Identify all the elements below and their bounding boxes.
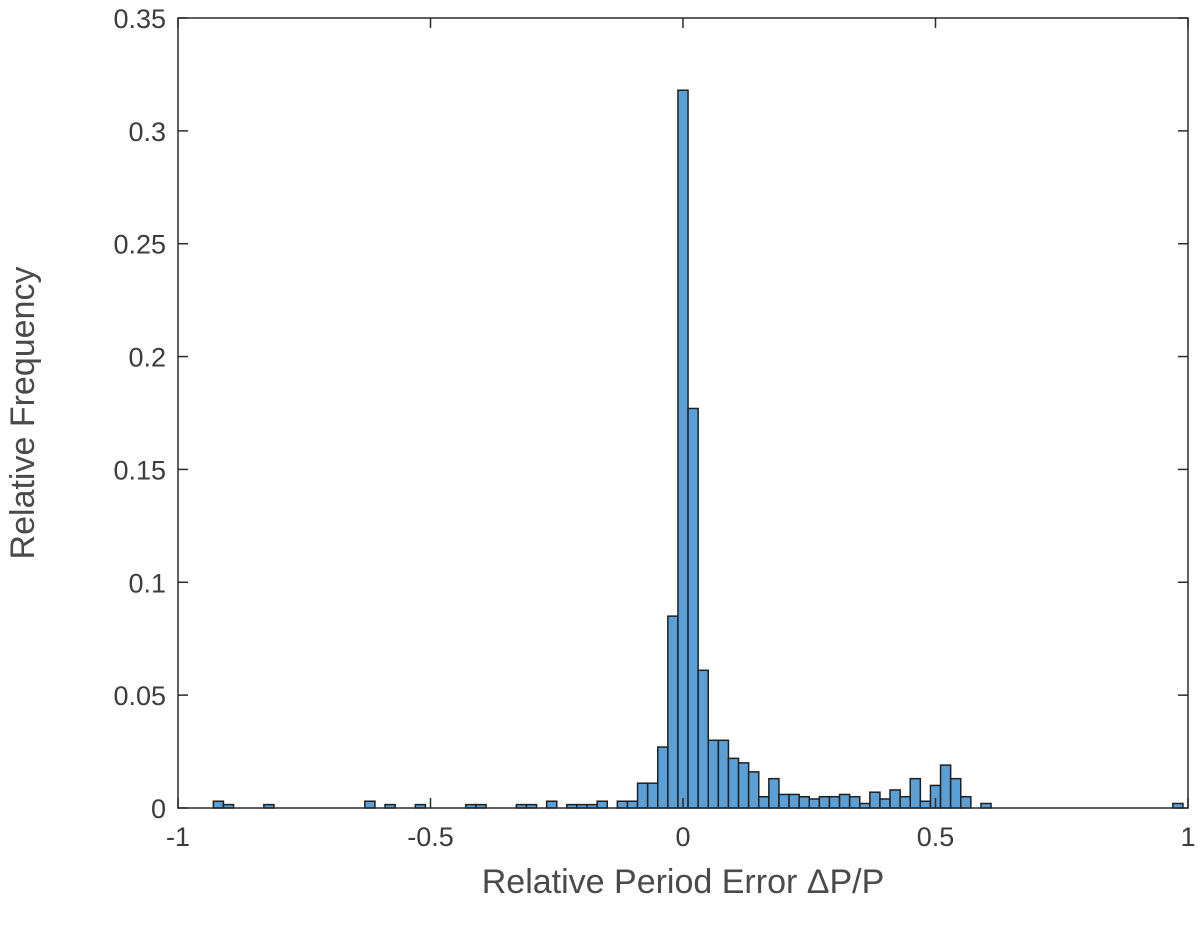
histogram-bar-25 xyxy=(717,739,730,809)
y-tick-label: 0.1 xyxy=(128,568,166,598)
histogram-bar-36 xyxy=(828,795,841,809)
x-axis-label: Relative Period Error ΔP/P xyxy=(482,863,885,901)
y-tick-label: 0.05 xyxy=(113,681,166,711)
histogram-bar-23 xyxy=(697,669,710,809)
x-tick-label: 0 xyxy=(675,822,690,852)
histogram-bar-27 xyxy=(737,762,750,809)
histogram-bar-35 xyxy=(818,795,831,809)
histogram-bar-29 xyxy=(758,795,770,809)
histogram-bar-30 xyxy=(768,777,780,809)
plot-frame xyxy=(177,17,1189,809)
histogram-bar-15 xyxy=(616,800,629,809)
histogram-bar-34 xyxy=(808,798,821,809)
y-axis-label: Relative Frequency xyxy=(4,267,42,560)
y-tick-label: 0.25 xyxy=(113,230,166,260)
histogram-bar-33 xyxy=(798,795,811,809)
histogram-bar-18 xyxy=(646,782,659,809)
histogram-bar-44 xyxy=(909,777,922,809)
x-tick-label: 1 xyxy=(1180,822,1195,852)
histogram-bar-14 xyxy=(596,800,609,809)
histogram-bar-31 xyxy=(778,793,790,809)
histogram-bar-0 xyxy=(212,800,225,809)
x-tick-label: -0.5 xyxy=(407,822,454,852)
histogram-bar-21 xyxy=(677,89,689,809)
histogram-bar-26 xyxy=(727,757,740,809)
histogram-bar-38 xyxy=(848,795,861,809)
histogram-bar-28 xyxy=(747,771,760,809)
histogram-bar-43 xyxy=(899,795,912,809)
histogram-bar-48 xyxy=(949,777,962,809)
histogram-bar-17 xyxy=(636,782,649,809)
histogram-bar-40 xyxy=(869,791,881,809)
histogram-bar-10 xyxy=(545,800,558,809)
histogram-bar-16 xyxy=(626,800,639,809)
y-tick-label: 0.35 xyxy=(113,4,166,34)
histogram-bar-19 xyxy=(657,746,669,809)
histogram-bar-22 xyxy=(687,407,699,809)
y-tick-label: 0.15 xyxy=(113,455,166,485)
histogram-bar-45 xyxy=(919,800,932,809)
histogram-bar-32 xyxy=(788,793,800,809)
y-tick-label: 0.3 xyxy=(128,117,166,147)
histogram-bar-41 xyxy=(879,798,891,809)
x-tick-label: -1 xyxy=(166,822,190,852)
y-tick-label: 0 xyxy=(151,794,166,824)
histogram-bar-24 xyxy=(707,739,720,809)
y-tick-label: 0.2 xyxy=(128,343,166,373)
x-tick-label: 0.5 xyxy=(917,822,955,852)
histogram-bar-37 xyxy=(838,793,851,809)
histogram-bar-20 xyxy=(667,615,679,809)
histogram-bar-3 xyxy=(364,800,376,809)
histogram-bar-49 xyxy=(960,795,972,809)
histogram-bar-47 xyxy=(939,764,952,809)
histogram-bar-42 xyxy=(889,789,901,809)
ticks-group: -1 -0.5 0 0.5 1 0 0.05 0.1 0.15 0.2 0.25 0.3 0.35 xyxy=(113,4,1195,852)
